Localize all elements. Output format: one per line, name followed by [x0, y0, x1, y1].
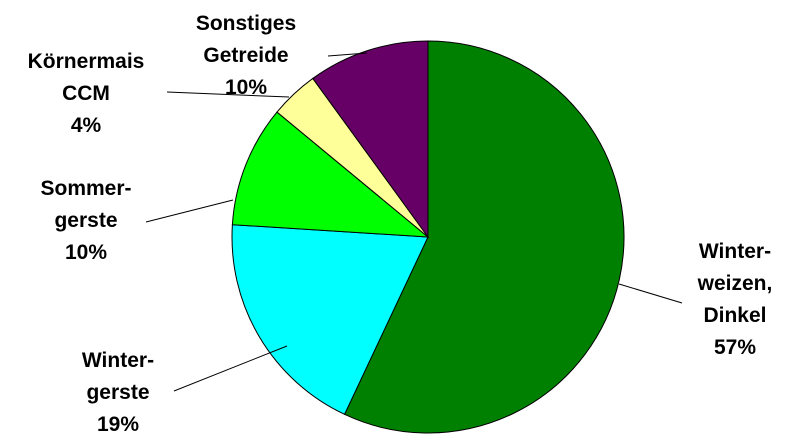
pie-slice	[343, 40, 625, 434]
leader-line	[618, 283, 683, 304]
leader-line	[327, 52, 368, 57]
slice-label: Sonstiges Getreide 10%	[196, 12, 296, 99]
pie-slice	[312, 40, 429, 239]
slice-label: Körnermais CCM 4%	[28, 50, 145, 137]
slice-label: Sommer-gerste 10%	[40, 177, 131, 264]
leader-line	[173, 345, 288, 392]
slice-percent-label: 19%	[97, 413, 139, 436]
slice-name-label: gerste	[54, 209, 117, 232]
slice-name-label: CCM	[62, 82, 110, 105]
leader-lines	[145, 52, 683, 392]
slice-percent-label: 57%	[714, 336, 756, 359]
pie-slice	[231, 224, 429, 416]
pie-slices	[231, 40, 625, 434]
slice-labels: Winter-weizen, Dinkel 57% Winter-gerste 19% S…	[28, 12, 773, 436]
pie-slice	[231, 111, 430, 238]
slice-name-label: Winter-	[699, 240, 771, 263]
slice-name-label: weizen,	[697, 272, 773, 295]
slice-percent-label: 4%	[71, 114, 102, 137]
slice-name-label: Sommer-	[40, 177, 131, 200]
slice-name-label: Winter-	[82, 349, 154, 372]
slice-label: Winter-gerste 19%	[82, 349, 154, 436]
slice-percent-label: 10%	[225, 76, 267, 99]
leader-line	[145, 199, 234, 223]
slice-name-label: Getreide	[203, 44, 288, 67]
slice-name-label: Körnermais	[28, 50, 145, 73]
slice-percent-label: 10%	[65, 241, 107, 264]
slice-name-label: Dinkel	[703, 304, 766, 327]
slice-name-label: Sonstiges	[196, 12, 296, 35]
leader-line	[166, 91, 290, 98]
slice-label: Winter-weizen, Dinkel 57%	[697, 240, 773, 359]
slice-name-label: gerste	[86, 381, 149, 404]
